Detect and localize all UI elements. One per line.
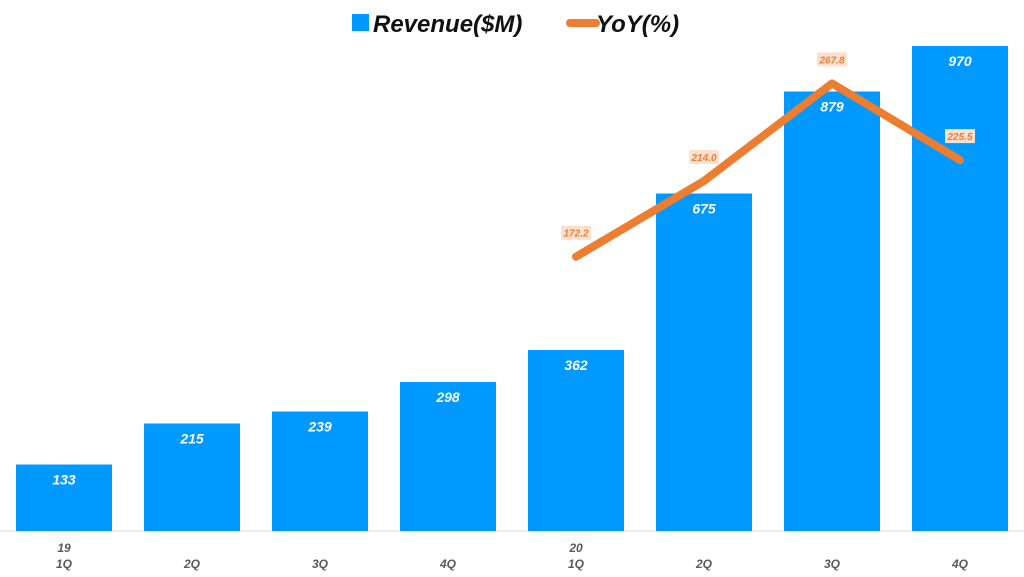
bar-label-5: 362 (564, 357, 588, 373)
yoy-label-text-6: 214.0 (690, 153, 716, 164)
bar-label-6: 675 (692, 201, 716, 217)
yoy-label-text-5: 172.2 (563, 229, 588, 240)
x-tick-6: 2Q (695, 557, 713, 571)
x-tick-8: 4Q (951, 557, 969, 571)
year-label-5: 20 (568, 541, 583, 555)
bar-7 (784, 91, 880, 531)
legend-label-revenue: Revenue($M) (373, 11, 522, 38)
bar-label-4: 298 (435, 389, 460, 405)
x-tick-3: 3Q (312, 557, 329, 571)
legend-swatch-revenue (352, 14, 369, 31)
yoy-label-box-6 (689, 149, 719, 164)
x-tick-7: 3Q (824, 557, 841, 571)
bar-label-3: 239 (307, 419, 332, 435)
bar-data-labels: 133 215 239 298 362 675 879 970 (52, 53, 972, 488)
bar-label-2: 215 (179, 431, 204, 447)
yoy-label-box-5 (561, 225, 591, 240)
year-label-1: 19 (57, 541, 71, 555)
bar-2 (144, 423, 240, 531)
bar-5 (528, 350, 624, 531)
bar-6 (656, 193, 752, 531)
x-tick-4: 4Q (439, 557, 457, 571)
x-tick-1: 1Q (56, 557, 73, 571)
bar-3 (272, 411, 368, 531)
x-tick-2: 2Q (183, 557, 201, 571)
legend-label-yoy: YoY(%) (596, 11, 679, 38)
yoy-data-label-5: 172.2 (561, 225, 591, 240)
yoy-data-label-7: 267.8 (817, 52, 847, 67)
yoy-line (572, 79, 964, 261)
legend: Revenue($M) YoY(%) (352, 11, 679, 38)
bar-label-1: 133 (52, 472, 76, 488)
yoy-data-label-8: 225.5 (945, 129, 975, 144)
yoy-label-text-8: 225.5 (946, 132, 972, 143)
yoy-label-text-7: 267.8 (818, 55, 844, 66)
yoy-data-label-6: 214.0 (689, 149, 719, 164)
x-tick-5: 1Q (568, 557, 585, 571)
bar-8 (912, 46, 1008, 531)
bar-label-7: 879 (820, 99, 844, 115)
bar-1 (16, 464, 112, 531)
bar-label-8: 970 (948, 53, 972, 69)
yoy-label-box-8 (945, 129, 975, 144)
yoy-label-box-7 (817, 52, 847, 67)
yoy-series: 172.2 214.0 267.8 225.5 (561, 52, 975, 261)
bar-series (16, 46, 1008, 531)
x-axis-ticks: 19 1Q 2Q 3Q 4Q 20 1Q 2Q 3Q 4Q (56, 541, 969, 571)
bar-4 (400, 382, 496, 531)
